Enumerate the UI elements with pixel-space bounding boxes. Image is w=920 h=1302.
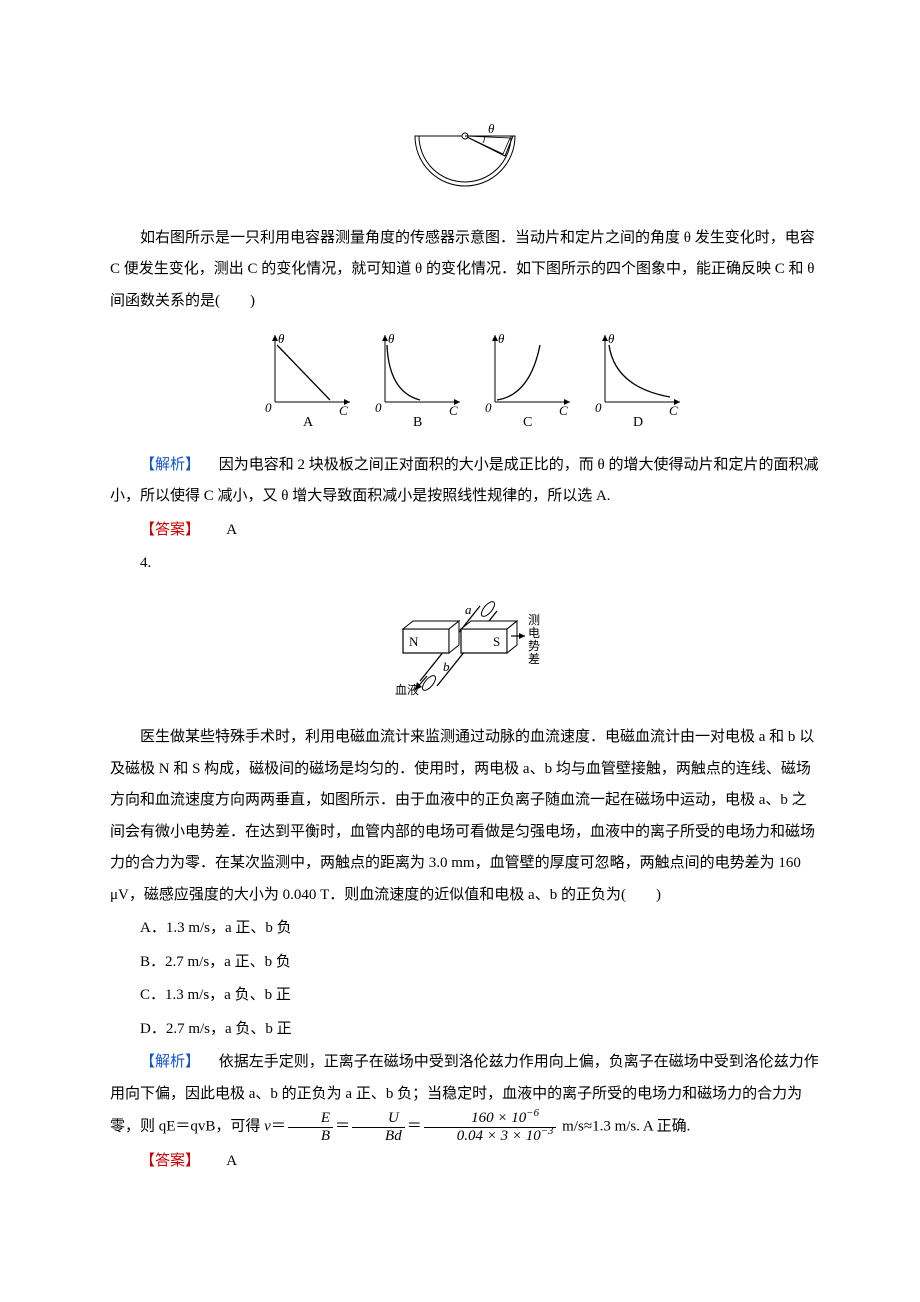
answer-label: 【答案】 [140, 1153, 200, 1169]
frac-3: 160 × 10−60.04 × 3 × 10−3 [424, 1110, 557, 1144]
q3-option-graphs: θ 0 C A θ 0 C B θ 0 C C [110, 327, 820, 440]
svg-text:电: 电 [528, 626, 540, 640]
svg-text:C: C [559, 403, 568, 418]
svg-text:θ: θ [498, 331, 505, 346]
q4-answer: 【答案】 A [110, 1146, 820, 1178]
svg-text:A: A [303, 415, 314, 427]
q4-analysis: 【解析】 依据左手定则，正离子在磁场中受到洛伦兹力作用向上偏，负离子在磁场中受到… [110, 1047, 820, 1144]
frac-2: UBd [352, 1110, 405, 1144]
svg-text:势: 势 [528, 639, 540, 653]
q4-option-d: D．2.7 m/s，a 负、b 正 [110, 1014, 820, 1046]
q3-problem: 如右图所示是一只利用电容器测量角度的传感器示意图．当动片和定片之间的角度 θ 发… [110, 230, 815, 309]
q4-problem: 医生做某些特殊手术时，利用电磁血流计来监测通过动脉的血流速度．电磁血流计由一对电… [110, 729, 815, 903]
analysis-label: 【解析】 [140, 1054, 200, 1070]
formula-v: v [264, 1118, 271, 1134]
svg-text:N: N [409, 634, 419, 649]
svg-text:a: a [465, 602, 472, 617]
svg-text:0: 0 [595, 400, 602, 415]
q4-answer-value: A [226, 1153, 237, 1169]
q4-number: 4. [110, 548, 820, 580]
svg-text:θ: θ [388, 331, 395, 346]
svg-text:0: 0 [375, 400, 382, 415]
frac-1: EB [288, 1110, 333, 1144]
answer-label: 【答案】 [140, 522, 200, 538]
svg-text:C: C [669, 403, 678, 418]
q3-analysis-text: 因为电容和 2 块极板之间正对面积的大小是成正比的，而 θ 的增大使得动片和定片… [110, 457, 818, 505]
q3-answer-value: A [226, 522, 237, 538]
q4-flowmeter-figure: N S a b 血液 测 电 势 差 [110, 586, 820, 709]
q4-option-c: C．1.3 m/s，a 负、b 正 [110, 980, 820, 1012]
svg-text:测: 测 [528, 613, 540, 627]
q4-option-a: A．1.3 m/s，a 正、b 负 [110, 913, 820, 945]
svg-text:C: C [523, 415, 532, 427]
svg-text:血液: 血液 [395, 682, 419, 696]
svg-text:S: S [493, 634, 500, 649]
svg-text:C: C [339, 403, 348, 418]
q3-problem-text: 如右图所示是一只利用电容器测量角度的传感器示意图．当动片和定片之间的角度 θ 发… [110, 223, 820, 318]
svg-text:0: 0 [265, 400, 272, 415]
q3-sensor-figure: θ [110, 116, 820, 209]
q3-answer: 【答案】 A [110, 515, 820, 547]
svg-text:B: B [413, 415, 422, 427]
svg-text:D: D [633, 415, 643, 427]
svg-text:差: 差 [528, 652, 540, 666]
analysis-label: 【解析】 [140, 457, 200, 473]
svg-text:C: C [449, 403, 458, 418]
svg-text:θ: θ [608, 331, 615, 346]
svg-text:b: b [443, 659, 450, 674]
q3-analysis: 【解析】 因为电容和 2 块极板之间正对面积的大小是成正比的，而 θ 的增大使得… [110, 450, 820, 513]
q4-option-b: B．2.7 m/s，a 正、b 负 [110, 947, 820, 979]
svg-text:0: 0 [485, 400, 492, 415]
q4-analysis-text-2: m/s≈1.3 m/s. A 正确. [562, 1118, 690, 1134]
svg-text:θ: θ [278, 331, 285, 346]
svg-text:θ: θ [488, 121, 495, 136]
q4-problem-text: 医生做某些特殊手术时，利用电磁血流计来监测通过动脉的血流速度．电磁血流计由一对电… [110, 722, 820, 911]
